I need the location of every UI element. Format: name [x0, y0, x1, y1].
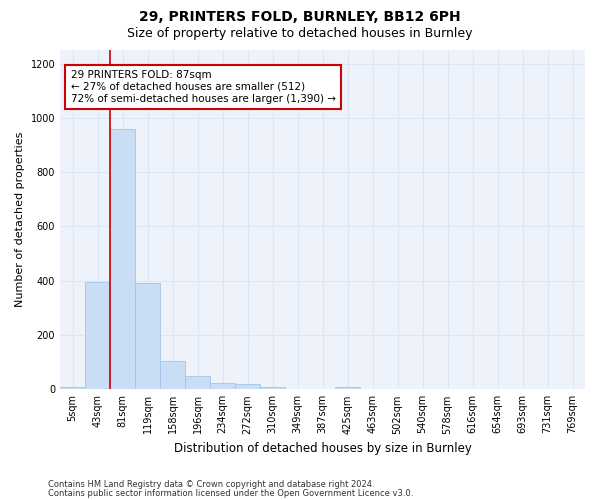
Text: Size of property relative to detached houses in Burnley: Size of property relative to detached ho… [127, 28, 473, 40]
Text: Contains HM Land Registry data © Crown copyright and database right 2024.: Contains HM Land Registry data © Crown c… [48, 480, 374, 489]
Text: 29 PRINTERS FOLD: 87sqm
← 27% of detached houses are smaller (512)
72% of semi-d: 29 PRINTERS FOLD: 87sqm ← 27% of detache… [71, 70, 335, 104]
Bar [160, 361, 185, 390]
Bar [335, 386, 360, 390]
Bar [260, 386, 285, 390]
Bar [185, 376, 210, 390]
Bar [210, 382, 235, 390]
Bar [135, 284, 160, 390]
Bar [110, 128, 135, 390]
Bar [235, 384, 260, 390]
Text: Contains public sector information licensed under the Open Government Licence v3: Contains public sector information licen… [48, 488, 413, 498]
Bar [85, 282, 110, 390]
Bar [60, 386, 85, 390]
Y-axis label: Number of detached properties: Number of detached properties [15, 132, 25, 308]
Text: 29, PRINTERS FOLD, BURNLEY, BB12 6PH: 29, PRINTERS FOLD, BURNLEY, BB12 6PH [139, 10, 461, 24]
X-axis label: Distribution of detached houses by size in Burnley: Distribution of detached houses by size … [173, 442, 472, 455]
